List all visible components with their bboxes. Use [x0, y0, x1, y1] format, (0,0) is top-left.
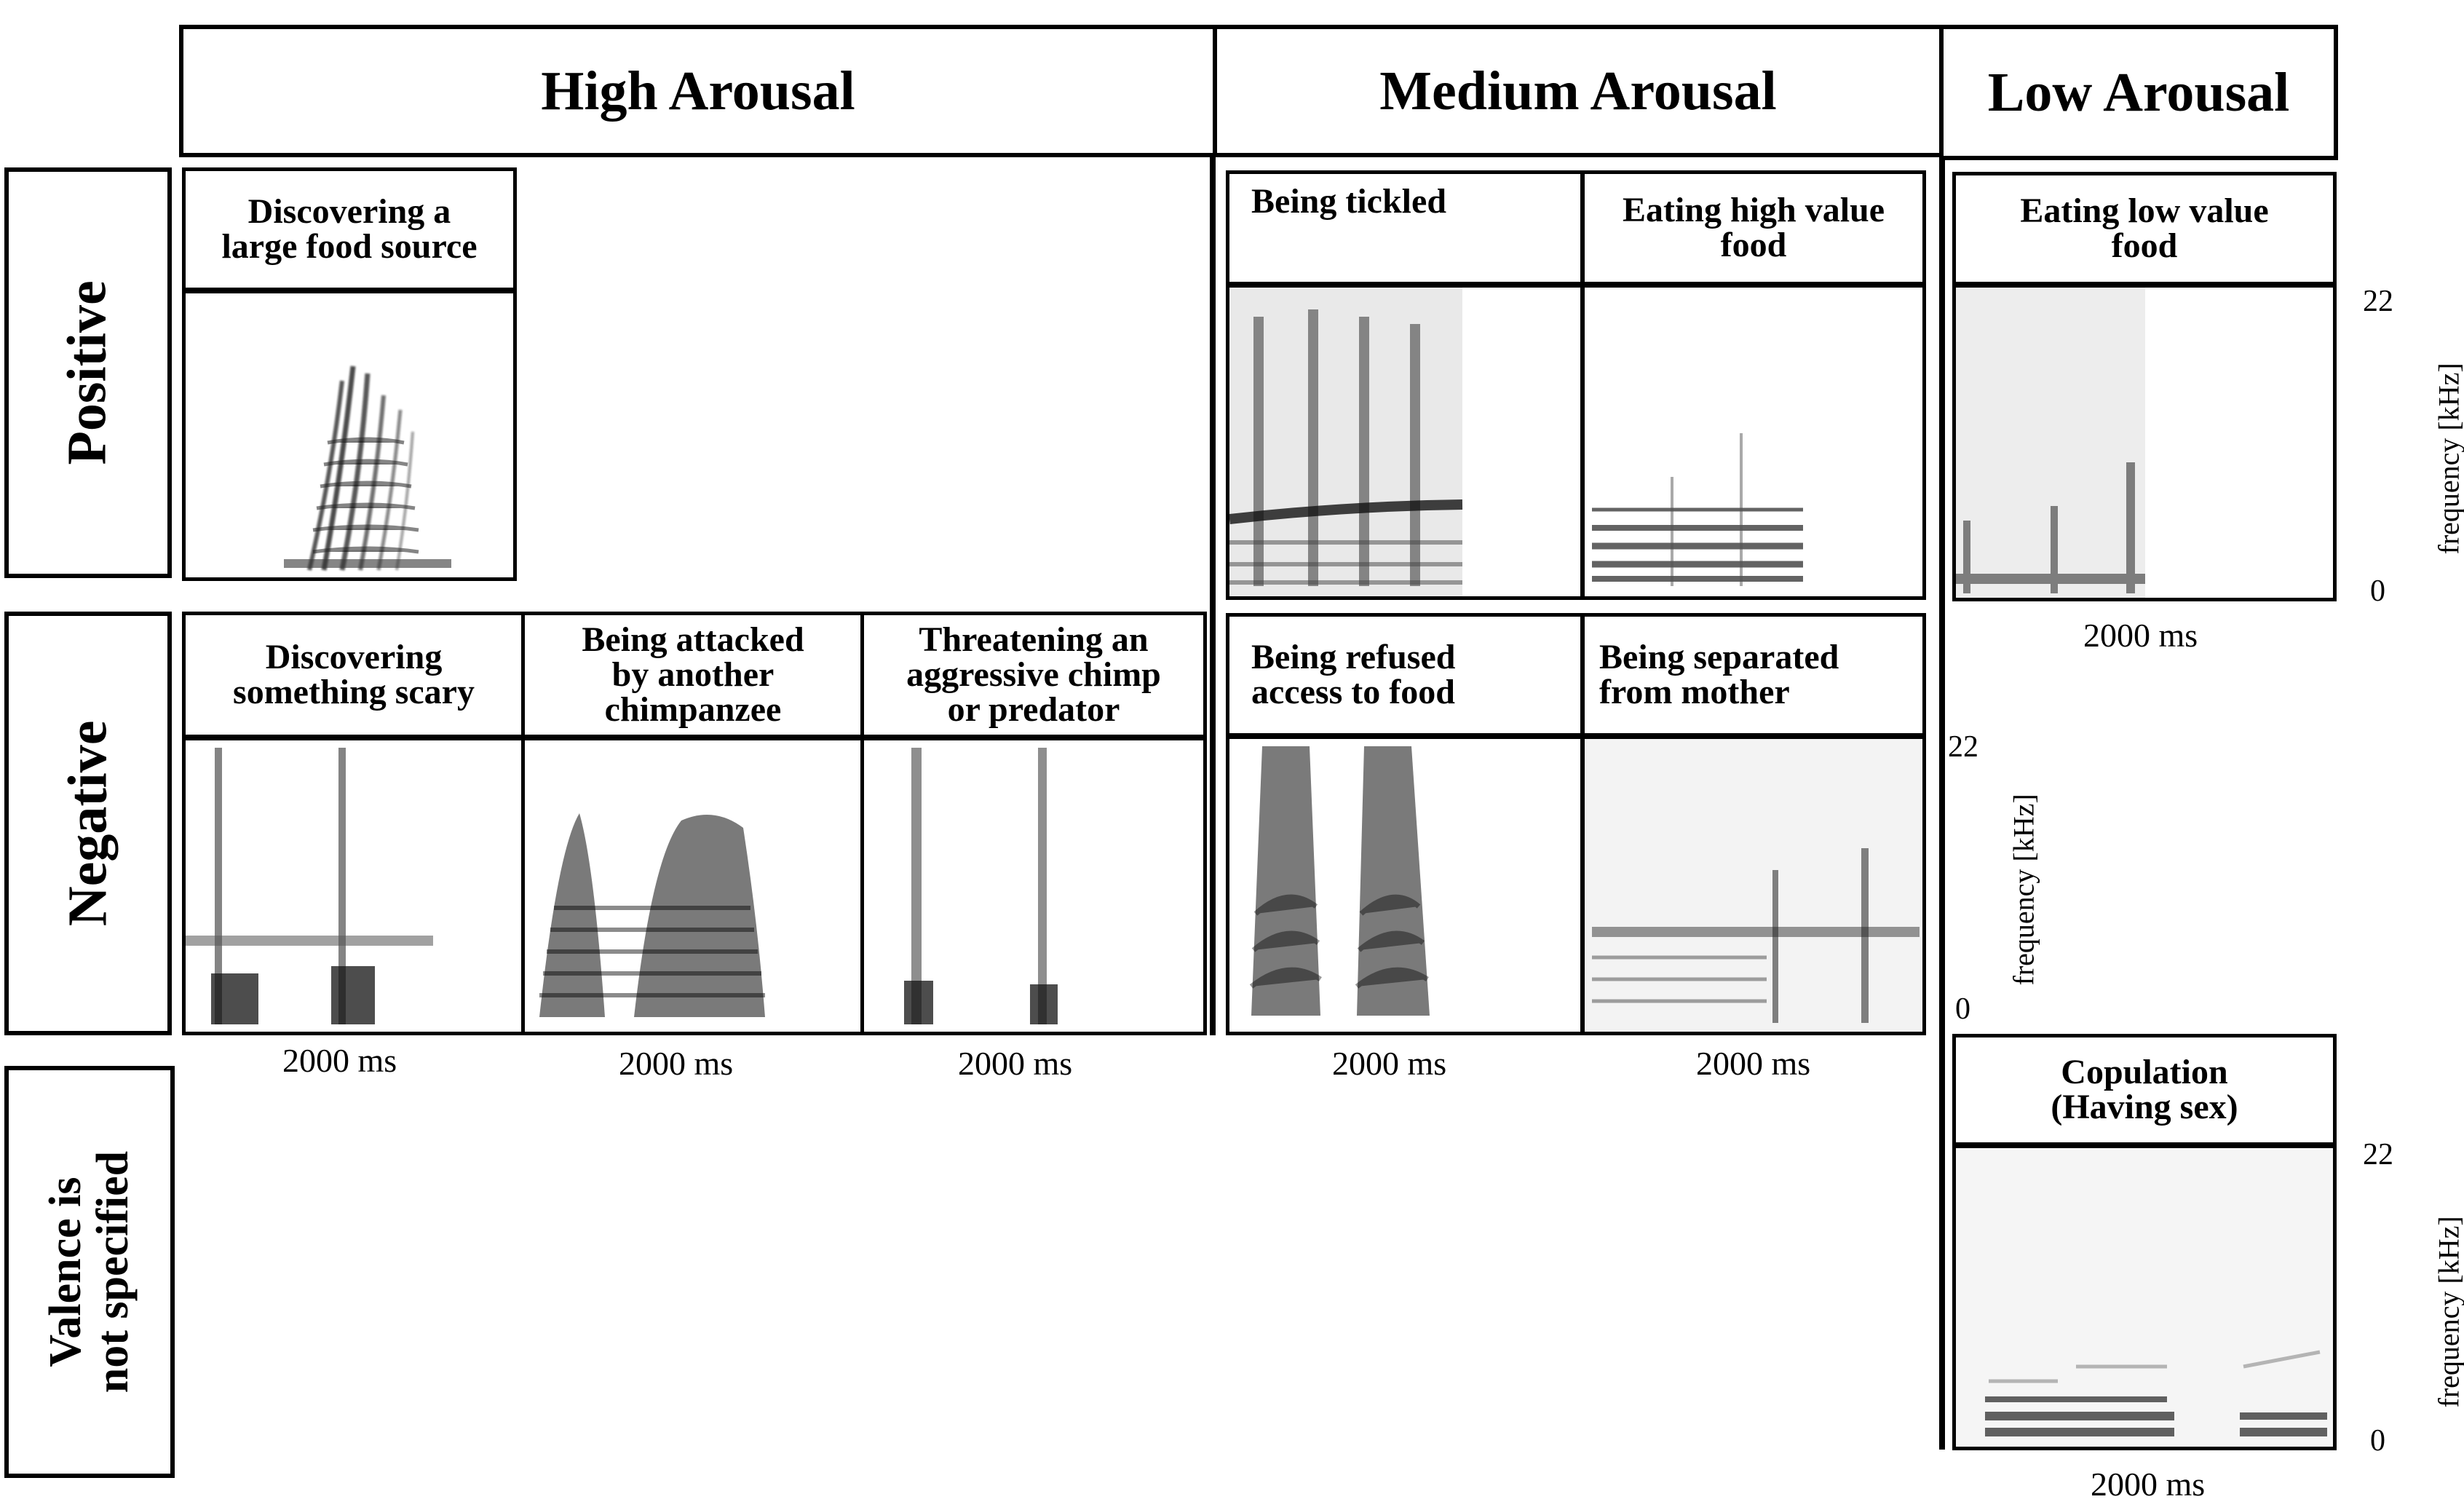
title-line: large food source — [221, 227, 478, 266]
title-line: Threatening an — [919, 620, 1149, 659]
row-label-negative-text: Negative — [57, 720, 119, 927]
title-line: Eating low value — [2020, 191, 2269, 230]
row-label-unspecified-text: Valence is not specified — [40, 1150, 138, 1394]
duration-label: 2000 ms — [619, 1045, 734, 1082]
title-line: or predator — [947, 690, 1120, 729]
duration-label: 2000 ms — [1332, 1045, 1447, 1082]
cell-copulation: Copulation (Having sex) — [1952, 1034, 2337, 1450]
title-line: something scary — [233, 673, 475, 711]
spectrogram — [186, 293, 513, 577]
cell-large-food-source: Discovering a large food source — [182, 167, 517, 581]
title-line: chimpanzee — [604, 690, 782, 729]
title-line: access to food — [1251, 673, 1455, 711]
row-label-positive: Positive — [4, 167, 172, 578]
title-line: Being refused — [1251, 638, 1456, 676]
freq-max-label: 22 — [2363, 1138, 2393, 1171]
cell-title: Eating low value food — [1956, 175, 2333, 288]
spectrogram — [1956, 1148, 2333, 1447]
title-line: Discovering — [265, 638, 443, 676]
row-label-unspecified-line1: Valence is — [40, 1177, 90, 1367]
duration-label: 2000 ms — [282, 1042, 397, 1079]
cell-title: Copulation (Having sex) — [1956, 1037, 2333, 1148]
title-line: (Having sex) — [2051, 1088, 2238, 1126]
title-line: from mother — [1599, 673, 1790, 711]
header-medium-arousal-label: Medium Arousal — [1379, 60, 1777, 122]
freq-min-label: 0 — [2370, 574, 2385, 608]
header-low-arousal: Low Arousal — [1939, 25, 2338, 160]
spectrogram — [1229, 288, 1580, 596]
title-line: by another — [611, 655, 775, 694]
spectrogram — [525, 740, 861, 1032]
spectrogram — [864, 740, 1203, 1032]
freq-axis-label: frequency [kHz] — [2007, 794, 2040, 986]
freq-min-label: 0 — [2370, 1424, 2385, 1458]
title-line: aggressive chimp — [906, 655, 1161, 694]
cell-eating-low-value-food: Eating low value food — [1952, 172, 2337, 601]
row-label-positive-text: Positive — [57, 280, 119, 465]
cell-title: Discovering something scary — [186, 615, 522, 740]
duration-label: 2000 ms — [1696, 1045, 1811, 1082]
cell-being-attacked: Being attacked by another chimpanzee — [521, 612, 865, 1035]
title-line: Eating high value — [1622, 191, 1885, 229]
row-label-negative: Negative — [4, 612, 172, 1035]
freq-max-label: 22 — [2363, 285, 2393, 318]
cell-being-separated-from-mother: Being separated from mother — [1581, 613, 1926, 1035]
spectrogram — [1956, 288, 2333, 598]
duration-label: 2000 ms — [2091, 1466, 2206, 1503]
spectrogram — [1585, 739, 1922, 1032]
cell-title: Discovering a large food source — [186, 171, 513, 293]
duration-label: 2000 ms — [958, 1045, 1073, 1082]
cell-threatening: Threatening an aggressive chimp or preda… — [860, 612, 1207, 1035]
title-line: Being separated — [1599, 638, 1839, 676]
cell-discovering-something-scary: Discovering something scary — [182, 612, 526, 1035]
title-line: Being tickled — [1251, 182, 1447, 221]
title-line: Being attacked — [582, 620, 804, 659]
row-label-unspecified-line2: not specified — [88, 1150, 138, 1394]
cell-title: Being refused access to food — [1229, 617, 1580, 739]
spectrogram — [1229, 739, 1580, 1032]
freq-min-label: 0 — [1955, 992, 1970, 1026]
title-line: food — [2111, 226, 2178, 265]
cell-eating-high-value-food: Eating high value food — [1581, 170, 1926, 600]
cell-being-tickled: Being tickled — [1226, 170, 1584, 600]
row-label-unspecified: Valence is not specified — [4, 1066, 175, 1478]
header-medium-arousal: Medium Arousal — [1213, 25, 1944, 157]
spectrogram — [1585, 288, 1922, 596]
cell-title: Being separated from mother — [1585, 617, 1922, 739]
freq-axis-label: frequency [kHz] — [2432, 363, 2464, 555]
spectrogram — [186, 740, 522, 1032]
cell-title: Being attacked by another chimpanzee — [525, 615, 861, 740]
header-low-arousal-label: Low Arousal — [1987, 61, 2290, 123]
title-line: Discovering a — [247, 192, 451, 231]
cell-title: Eating high value food — [1585, 174, 1922, 288]
freq-max-label: 22 — [1948, 730, 1978, 764]
cell-being-refused-food: Being refused access to food — [1226, 613, 1584, 1035]
divider-medium-low — [1939, 157, 1945, 1450]
header-high-arousal: High Arousal — [179, 25, 1217, 157]
header-high-arousal-label: High Arousal — [541, 60, 855, 122]
freq-axis-label: frequency [kHz] — [2432, 1216, 2464, 1408]
divider-high-medium — [1210, 157, 1216, 1035]
cell-title: Threatening an aggressive chimp or preda… — [864, 615, 1203, 740]
title-line: food — [1720, 226, 1787, 264]
title-line: Copulation — [2061, 1053, 2228, 1091]
duration-label: 2000 ms — [2083, 617, 2198, 654]
cell-title: Being tickled — [1229, 174, 1580, 288]
